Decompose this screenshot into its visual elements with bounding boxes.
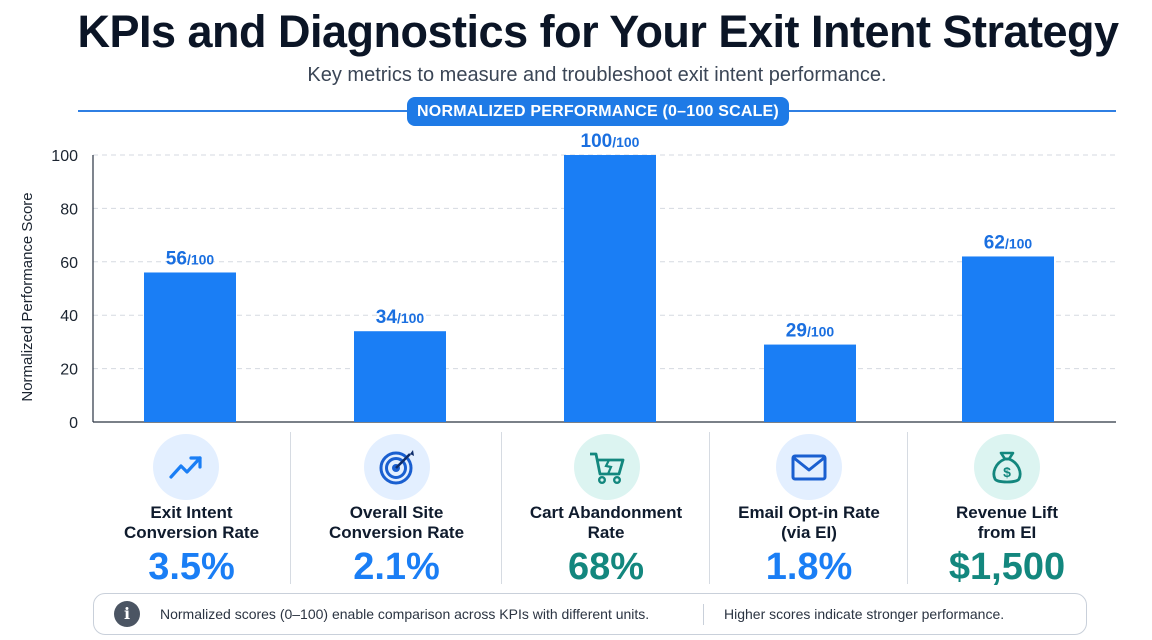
kpi-icon-circle (364, 434, 430, 500)
kpi-divider (501, 432, 502, 584)
bar-data-label: 56/100 (166, 248, 215, 269)
kpi-label: Overall Site Conversion Rate (328, 503, 465, 542)
kpi-label: Revenue Lift from EI (955, 503, 1059, 542)
kpi-divider (907, 432, 908, 584)
kpi-icon-circle (574, 434, 640, 500)
kpi-card-email-opt-in: Email Opt-in Rate (via EI) 1.8% (710, 430, 908, 588)
kpi-label: Cart Abandonment Rate (529, 503, 683, 542)
kpi-row: Exit Intent Conversion Rate 3.5% Overall … (92, 430, 1106, 588)
y-tick-label: 80 (60, 201, 78, 218)
bar (354, 331, 446, 422)
footer-note-box: i Normalized scores (0–100) enable compa… (93, 593, 1087, 635)
kpi-card-revenue-lift: $ Revenue Lift from EI $1,500 (908, 430, 1106, 588)
kpi-divider (709, 432, 710, 584)
y-tick-label: 40 (60, 308, 78, 325)
bar (144, 272, 236, 422)
bar-data-label: 34/100 (376, 307, 425, 328)
bar-data-label: 62/100 (984, 232, 1033, 253)
kpi-divider (290, 432, 291, 584)
y-tick-label: 0 (69, 415, 78, 432)
kpi-card-cart-abandonment: Cart Abandonment Rate 68% (502, 430, 710, 588)
y-tick-label: 20 (60, 362, 78, 379)
page-subtitle: Key metrics to measure and troubleshoot … (307, 64, 887, 86)
footer-separator (703, 604, 704, 625)
kpi-label: Email Opt-in Rate (via EI) (738, 503, 880, 542)
kpi-card-exit-intent-conversion: Exit Intent Conversion Rate 3.5% (92, 430, 291, 588)
kpi-icon-circle: $ (974, 434, 1040, 500)
info-icon: i (114, 601, 140, 627)
bar (564, 155, 656, 422)
bar-data-label: 100/100 (581, 131, 640, 152)
kpi-icon-circle (776, 434, 842, 500)
kpi-value: 3.5% (148, 546, 235, 588)
footer-note-right: Higher scores indicate stronger performa… (724, 606, 1005, 622)
kpi-label: Exit Intent Conversion Rate (123, 503, 260, 542)
y-tick-label: 100 (51, 148, 78, 165)
kpi-value: 1.8% (765, 546, 853, 588)
kpi-value: 68% (567, 546, 645, 588)
bar (764, 344, 856, 422)
bar (962, 256, 1054, 422)
kpi-icon-circle (153, 434, 219, 500)
bar-data-label: 29/100 (786, 321, 835, 342)
header-rule-right (789, 110, 1116, 112)
y-tick-label: 60 (60, 255, 78, 272)
kpi-value: $1,500 (948, 546, 1066, 588)
page-title: KPIs and Diagnostics for Your Exit Inten… (77, 6, 1119, 57)
svg-text:$: $ (1003, 464, 1011, 480)
y-axis-label: Normalized Performance Score (19, 192, 36, 401)
kpi-value: 2.1% (353, 546, 440, 588)
kpi-card-overall-site-conversion: Overall Site Conversion Rate 2.1% (291, 430, 502, 588)
footer-note-left: Normalized scores (0–100) enable compari… (160, 606, 650, 622)
scale-badge: NORMALIZED PERFORMANCE (0–100 SCALE) (407, 97, 789, 126)
header-rule-left (78, 110, 407, 112)
